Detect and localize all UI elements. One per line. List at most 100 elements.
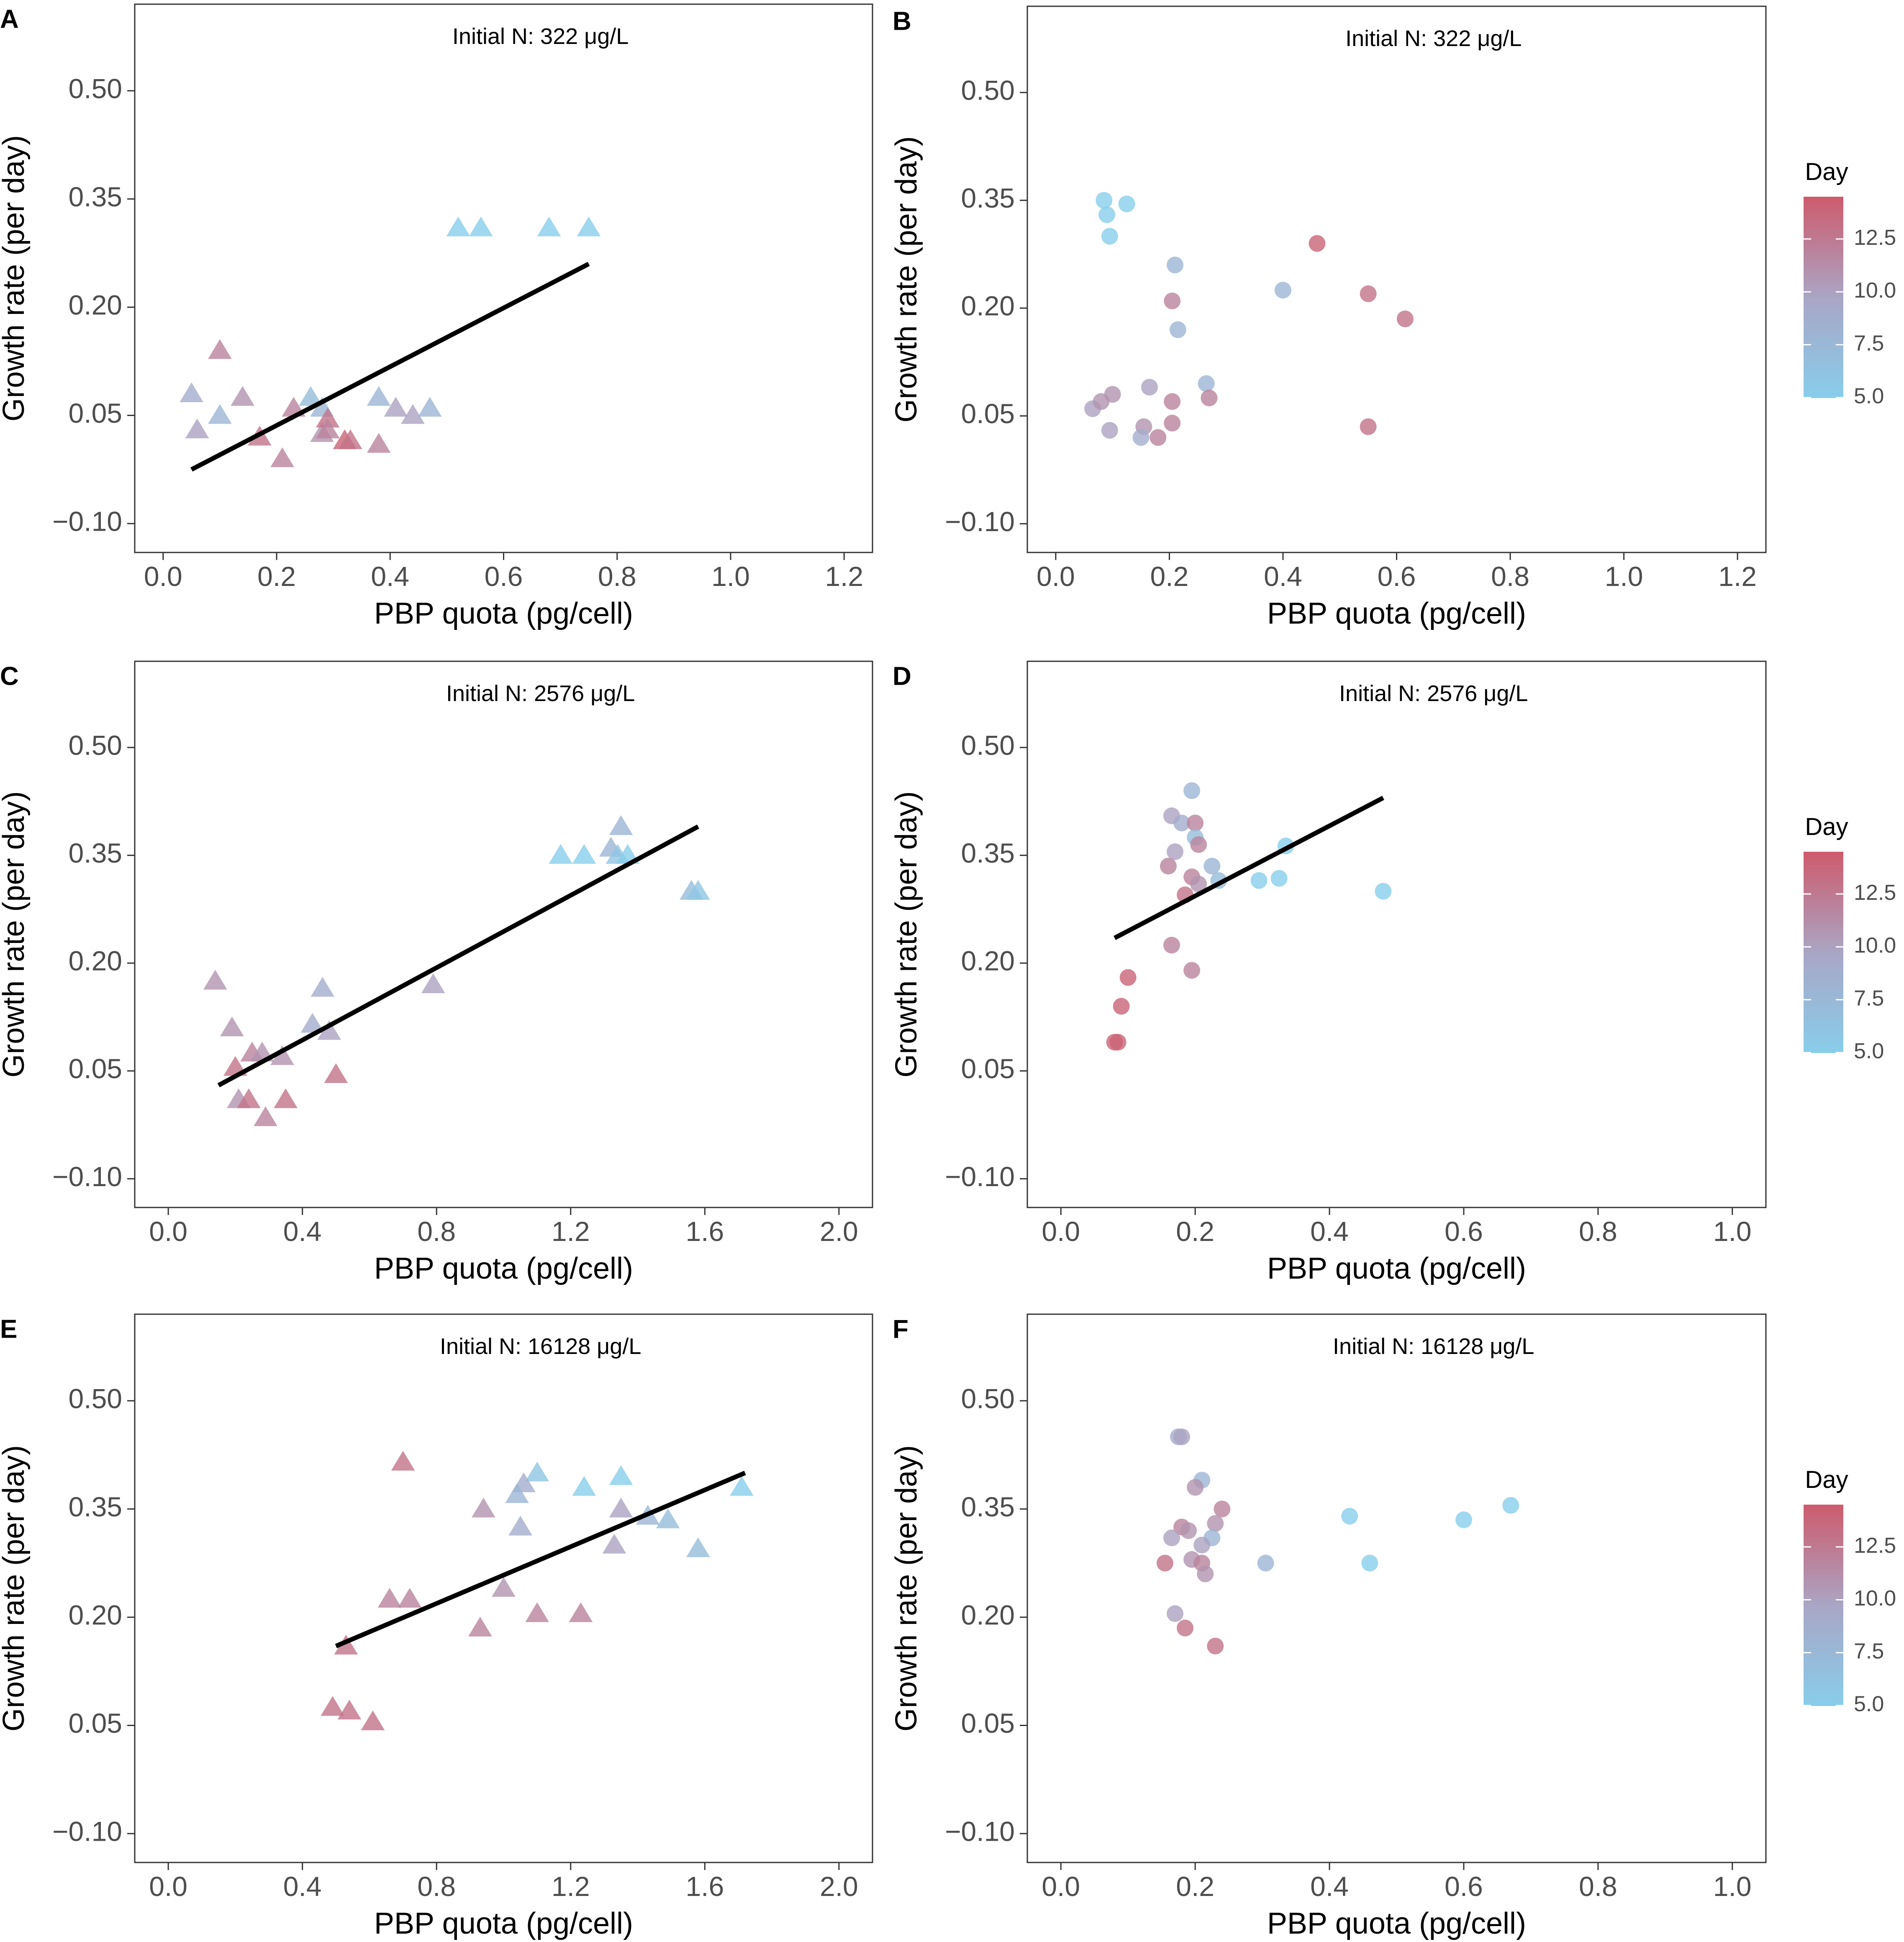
data-point-triangle (237, 1088, 261, 1108)
y-tick-label: 0.35 (69, 1491, 122, 1522)
legend-gradient-step (1804, 959, 1843, 963)
legend-gradient-step (1804, 1046, 1843, 1050)
legend-tick-label: 7.5 (1854, 986, 1884, 1010)
y-tick-label: 0.20 (961, 290, 1015, 321)
legend-gradient-step (1804, 942, 1843, 946)
data-point-triangle (418, 397, 442, 417)
legend-gradient-step (1804, 344, 1843, 348)
legend-gradient-step (1804, 337, 1843, 341)
legend-colorbar: Day 12.5 10.0 7.5 5.0 (1804, 813, 1896, 1063)
legend-gradient-step (1804, 391, 1843, 395)
legend-gradient-step (1804, 1572, 1843, 1575)
x-tick-label: 1.2 (552, 1871, 590, 1902)
data-point-circle (1183, 962, 1201, 979)
data-point-circle (1183, 782, 1201, 799)
legend-gradient-step (1804, 999, 1843, 1003)
legend-gradient-step (1804, 1555, 1843, 1559)
legend-gradient-step (1804, 992, 1843, 996)
data-point-triangle (398, 1588, 422, 1608)
legend-gradient-step (1804, 257, 1843, 261)
data-point-circle (1187, 814, 1204, 832)
y-tick-label: 0.20 (961, 945, 1015, 976)
data-point-triangle (572, 1476, 596, 1496)
legend-gradient-step (1804, 1615, 1843, 1619)
legend-gradient-step (1804, 240, 1843, 244)
data-point-triangle (185, 418, 209, 439)
data-point-triangle (334, 1634, 358, 1655)
panel-label: D (893, 662, 911, 691)
legend-gradient-step (1804, 284, 1843, 288)
x-tick-label: 1.0 (711, 561, 750, 592)
legend-gradient-step (1804, 1531, 1843, 1535)
legend-gradient-step (1804, 1022, 1843, 1026)
legend-gradient-step (1804, 915, 1843, 919)
y-tick-label: 0.20 (69, 1599, 122, 1630)
legend-gradient-step (1804, 979, 1843, 983)
y-tick-label: 0.50 (69, 73, 122, 104)
legend-gradient-step (1804, 280, 1843, 284)
x-tick-label: 0.4 (283, 1216, 322, 1247)
panel-f: F Initial N: 16128 μg/L −0.10 0.05 0.20 0.35 0… (890, 1313, 1896, 1940)
data-point-circle (1164, 293, 1181, 310)
legend-tick-label: 10.0 (1854, 1586, 1896, 1611)
legend-gradient-step (1804, 1535, 1843, 1539)
data-point-triangle (609, 1465, 633, 1485)
legend-gradient-step (1804, 875, 1843, 879)
data-point-circle (1173, 1428, 1191, 1446)
data-point-circle (1113, 998, 1130, 1015)
x-tick-label: 0.4 (1310, 1216, 1349, 1247)
data-point-circle (1096, 192, 1113, 209)
data-point-circle (1101, 228, 1118, 245)
legend-gradient-step (1804, 868, 1843, 872)
x-axis-title: PBP quota (pg/cell) (374, 597, 633, 630)
y-tick-label: 0.20 (69, 289, 122, 320)
data-point-circle (1173, 814, 1191, 832)
data-point-circle (1164, 414, 1181, 432)
legend-gradient-step (1804, 1602, 1843, 1605)
legend-gradient-step (1804, 237, 1843, 241)
legend-gradient-step (1804, 264, 1843, 267)
legend-tick-label: 10.0 (1854, 933, 1896, 958)
legend-gradient-step (1804, 892, 1843, 896)
legend-gradient-step (1804, 1558, 1843, 1562)
data-point-triangle (310, 977, 335, 997)
legend-gradient-step (1804, 1652, 1843, 1656)
legend-gradient-step (1804, 1672, 1843, 1676)
legend-gradient-step (1804, 945, 1843, 949)
data-point-circle (1119, 969, 1137, 986)
data-point-circle (1150, 429, 1167, 446)
legend-title: Day (1805, 813, 1848, 840)
annotation-initial-n: Initial N: 322 μg/L (452, 24, 629, 49)
legend-gradient-step (1804, 374, 1843, 378)
legend-gradient-step (1804, 267, 1843, 271)
legend-gradient-step (1804, 321, 1843, 324)
legend-title: Day (1805, 1466, 1848, 1493)
y-tick-label: 0.20 (961, 1599, 1015, 1630)
x-axis-title: PBP quota (pg/cell) (1267, 1252, 1526, 1285)
x-tick-label: 0.4 (371, 561, 409, 592)
x-tick-label: 1.6 (685, 1871, 724, 1902)
legend-gradient-step (1804, 1545, 1843, 1549)
x-tick-label: 0.0 (1037, 561, 1075, 592)
legend-gradient-step (1804, 197, 1843, 200)
legend-gradient-step (1804, 1562, 1843, 1565)
data-point-triangle (569, 1602, 593, 1622)
legend-gradient-step (1804, 1659, 1843, 1662)
plot-frame (134, 3, 873, 553)
data-point-circle (1214, 1500, 1231, 1518)
x-tick-label: 0.6 (485, 561, 523, 592)
data-point-circle (1132, 429, 1150, 446)
y-tick-label: −0.10 (52, 1816, 122, 1847)
legend-gradient-step (1804, 297, 1843, 301)
legend-gradient-step (1804, 290, 1843, 294)
data-point-triangle (730, 1476, 754, 1496)
data-point-triangle (537, 216, 561, 236)
x-tick-label: 2.0 (820, 1216, 858, 1247)
x-tick-label: 0.0 (1042, 1871, 1080, 1902)
y-tick-label: 0.35 (69, 181, 122, 212)
legend-gradient-step (1804, 270, 1843, 274)
y-axis-title: Growth rate (per day) (0, 135, 31, 421)
legend-gradient-step (1804, 1635, 1843, 1639)
legend-gradient-step (1804, 213, 1843, 217)
data-point-circle (1360, 285, 1377, 302)
